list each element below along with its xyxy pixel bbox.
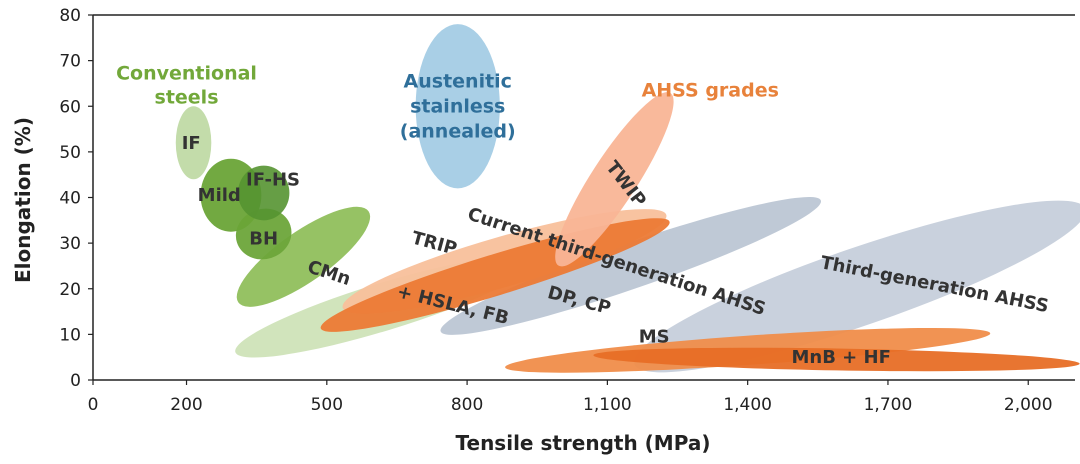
region-third-generation-ahss	[634, 200, 1080, 373]
region-if-hs	[237, 165, 290, 221]
y-tick-label: 0	[70, 371, 81, 391]
region-twip	[555, 92, 674, 267]
y-tick-label: 80	[59, 6, 81, 26]
y-tick-label: 50	[59, 143, 81, 163]
x-tick-label: 800	[451, 395, 483, 415]
region-cmn	[236, 206, 371, 307]
x-tick-label: 1,400	[723, 395, 772, 415]
region-austenitic-stainless-annealed	[415, 24, 500, 189]
y-tick-label: 30	[59, 234, 81, 254]
region-label-ms: MS	[639, 327, 670, 348]
region-label-bh: BH	[249, 229, 278, 250]
region-label-if: IF	[182, 133, 201, 154]
group-label-conventional-steels: Conventional steels	[116, 63, 257, 109]
region-if	[175, 106, 212, 180]
region-label-if-hs: IF-HS	[246, 169, 300, 190]
chart-group-labels: Conventional steels AHSS grades	[116, 63, 779, 109]
x-tick-label: 1,700	[864, 395, 913, 415]
group-label-ahss-grades: AHSS grades	[642, 79, 779, 101]
y-tick-label: 40	[59, 189, 81, 209]
y-tick-label: 70	[59, 52, 81, 72]
y-tick-label: 60	[59, 97, 81, 117]
region-label-cmn: CMn	[305, 256, 353, 290]
x-tick-label: 0	[88, 395, 99, 415]
x-axis-title: Tensile strength (MPa)	[456, 431, 711, 455]
x-tick-label: 200	[170, 395, 202, 415]
region-label-mnb-hf: MnB + HF	[791, 347, 890, 368]
x-tick-label: 2,000	[1004, 395, 1053, 415]
region-label-austenitic-stainless-annealed: Austenitic stainless (annealed)	[400, 70, 516, 142]
y-axis-title: Elongation (%)	[11, 117, 35, 283]
x-tick-label: 500	[311, 395, 343, 415]
region-mnb-hf	[593, 347, 1080, 372]
region-label-mild: Mild	[198, 185, 241, 206]
region-label-trip: TRIP	[409, 228, 459, 260]
y-tick-label: 10	[59, 325, 81, 345]
chart-ticks: 0 200 500 800 1,100 1,400 1,700 2,000 0 10 20 30 40 5…	[59, 6, 1052, 415]
y-tick-label: 20	[59, 280, 81, 300]
x-tick-label: 1,100	[583, 395, 632, 415]
chart-regions	[175, 24, 1080, 373]
region-current-third-generation-ahss	[440, 197, 822, 335]
